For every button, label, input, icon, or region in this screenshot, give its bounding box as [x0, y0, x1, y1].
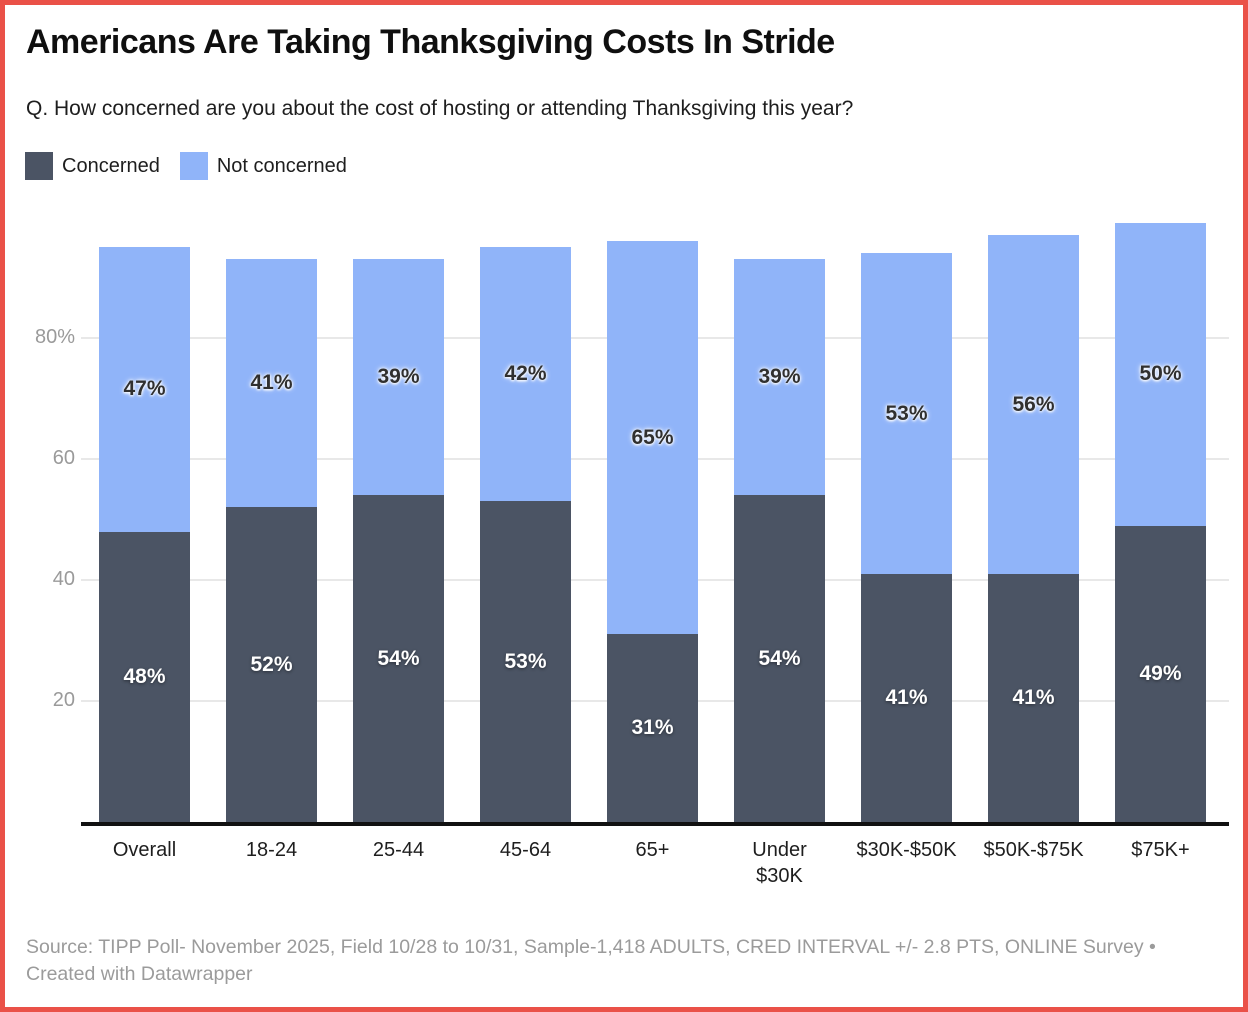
- bar-segment-concerned: 53%: [480, 501, 571, 822]
- x-axis-category-label: Overall: [112, 839, 177, 861]
- bar-value-label: 39%: [758, 365, 801, 389]
- bar-segment-concerned: 31%: [607, 634, 698, 822]
- bar-value-label: 42%: [504, 362, 547, 386]
- bar-value-label: 41%: [1012, 685, 1055, 709]
- bar-value-label: 52%: [250, 652, 293, 676]
- bar-value-label: 53%: [504, 649, 547, 673]
- bar-segment-not-concerned: 39%: [734, 259, 825, 496]
- bar-segment-not-concerned: 56%: [988, 235, 1079, 574]
- y-axis-tick-label: 80%: [34, 326, 75, 348]
- y-axis-tick-label: 40: [52, 568, 75, 590]
- bar-value-label: 53%: [885, 401, 928, 425]
- bar-value-label: 47%: [123, 377, 166, 401]
- bar-segment-not-concerned: 42%: [480, 247, 571, 502]
- bar-value-label: 41%: [250, 371, 293, 395]
- source-note: Source: TIPP Poll- November 2025, Field …: [26, 936, 1156, 985]
- legend-item: Not concerned: [179, 152, 347, 180]
- bar-value-label: 31%: [631, 716, 674, 740]
- x-axis-category-label: $75K+: [1131, 839, 1190, 861]
- y-axis-tick-label: 60: [52, 447, 75, 469]
- bar-segment-concerned: 49%: [1115, 525, 1206, 822]
- x-axis-category-label: 18-24: [245, 839, 298, 861]
- legend-swatch: [179, 152, 208, 180]
- legend-label: Concerned: [62, 154, 160, 177]
- bar-value-label: 54%: [377, 646, 420, 670]
- chart-title: Americans Are Taking Thanksgiving Costs …: [26, 23, 835, 61]
- x-axis-category-label: Under $30K: [752, 839, 807, 887]
- y-axis-tick-label: 20: [52, 689, 75, 711]
- bar-value-label: 39%: [377, 365, 420, 389]
- legend-label: Not concerned: [216, 154, 347, 177]
- plot-area: 20 40 60 80% 48% 47% Overall 52% 41% 18-24 54% 39% 2…: [5, 5, 1243, 1007]
- x-axis-category-label: $50K-$75K: [983, 839, 1084, 861]
- bar-segment-not-concerned: 41%: [226, 259, 317, 508]
- bar-value-label: 49%: [1139, 661, 1182, 685]
- chart-subtitle: Q. How concerned are you about the cost …: [26, 97, 854, 120]
- bar-segment-concerned: 41%: [861, 573, 952, 822]
- bar-segment-not-concerned: 47%: [99, 247, 190, 532]
- bar-segment-concerned: 48%: [99, 531, 190, 822]
- bar-segment-concerned: 54%: [353, 495, 444, 822]
- legend-item: Concerned: [25, 152, 160, 180]
- bar-value-label: 48%: [123, 664, 166, 688]
- bar-segment-not-concerned: 53%: [861, 253, 952, 574]
- bar-segment-not-concerned: 39%: [353, 259, 444, 496]
- bar-segment-not-concerned: 65%: [607, 241, 698, 635]
- legend-swatch: [25, 152, 53, 180]
- x-axis-category-label: $30K-$50K: [856, 839, 957, 861]
- bar-segment-not-concerned: 50%: [1115, 223, 1206, 526]
- bar-value-label: 50%: [1139, 362, 1182, 386]
- legend: Concerned Not concerned: [25, 152, 347, 180]
- x-axis-category-label: 45-64: [499, 839, 552, 861]
- bar-segment-concerned: 41%: [988, 573, 1079, 822]
- bar-value-label: 41%: [885, 685, 928, 709]
- bar-value-label: 56%: [1012, 392, 1055, 416]
- x-axis-category-label: 65+: [635, 839, 670, 861]
- x-axis-category-label: 25-44: [372, 839, 425, 861]
- bar-value-label: 54%: [758, 646, 801, 670]
- x-axis-line: [81, 822, 1229, 826]
- bar-segment-concerned: 52%: [226, 507, 317, 822]
- bar-value-label: 65%: [631, 425, 674, 449]
- bar-segment-concerned: 54%: [734, 495, 825, 822]
